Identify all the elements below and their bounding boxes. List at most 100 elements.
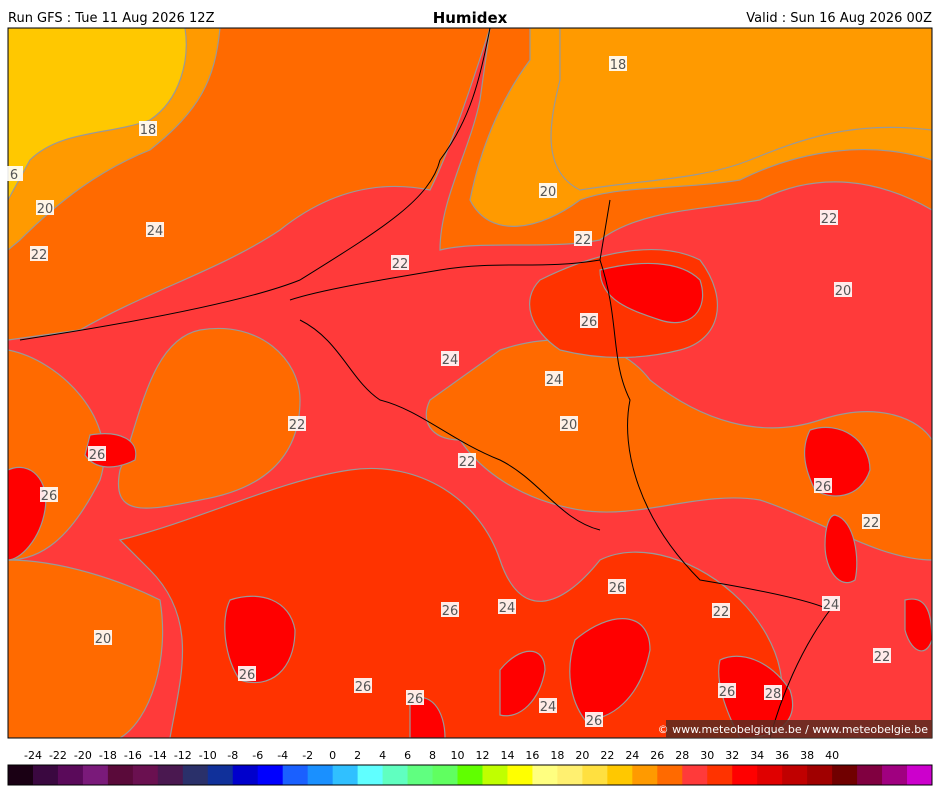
colorbar: -24 -22 -20 -18 -16 -14 -12 -10 -8 -6 -4 -2 0 2 4 6 8 10 1… [7, 749, 933, 786]
colorbar-label: 28 [675, 749, 689, 762]
contour-label: 22 [874, 650, 891, 665]
color-swatch [557, 765, 583, 785]
colorbar-label: 24 [625, 749, 639, 762]
contour-label: 24 [540, 700, 557, 715]
contour-label: 26 [442, 604, 459, 619]
contour-label: 26 [239, 668, 256, 683]
color-swatch [157, 765, 184, 785]
contour-label: 24 [147, 224, 164, 239]
contour-label: 22 [821, 212, 838, 227]
contour-labels: 18 18 6 20 24 22 20 22 22 22 20 26 24 24 22 20 26 22 26 26 2… [5, 56, 891, 729]
color-swatch [457, 765, 483, 785]
map-frame [7, 27, 933, 739]
valid-info: Valid : Sun 16 Aug 2026 00Z [746, 11, 932, 26]
colorbar-label: 26 [650, 749, 664, 762]
color-swatch [332, 765, 359, 785]
run-info: Run GFS : Tue 11 Aug 2026 12Z [8, 11, 215, 26]
contour-label-bg [822, 596, 840, 611]
colorbar-label: -22 [49, 749, 67, 762]
contour-label: 22 [392, 257, 409, 272]
colorbar-label: 20 [575, 749, 589, 762]
contour-label: 26 [41, 489, 58, 504]
contour-label-bg [238, 666, 256, 681]
colorbar-label: -8 [227, 749, 238, 762]
colorbar-label: -14 [149, 749, 167, 762]
contour-label-bg [498, 599, 516, 614]
contour-label: 22 [459, 455, 476, 470]
contour-label-bg [820, 210, 838, 225]
colorbar-label: -16 [124, 749, 142, 762]
contour-label: 24 [499, 601, 516, 616]
contour-label: 26 [815, 480, 832, 495]
contour-label: 24 [442, 353, 459, 368]
colorbar-label: -12 [174, 749, 192, 762]
color-swatch [82, 765, 109, 785]
color-swatch [182, 765, 209, 785]
color-swatch [107, 765, 134, 785]
color-swatch [232, 765, 259, 785]
contour-label: 26 [407, 692, 424, 707]
color-swatch [732, 765, 758, 785]
color-swatch [657, 765, 683, 785]
color-swatch [32, 765, 59, 785]
color-swatch [607, 765, 633, 785]
color-swatch [507, 765, 533, 785]
color-swatch [632, 765, 658, 785]
color-swatch [857, 765, 883, 785]
contour-label: 28 [765, 687, 782, 702]
colorbar-label: 0 [329, 749, 336, 762]
contour-label: 26 [581, 315, 598, 330]
contour-label: 22 [863, 516, 880, 531]
contour-label-bg [88, 446, 106, 461]
contour-label-bg [94, 630, 112, 645]
contour-label: 20 [835, 284, 852, 299]
contour-label: 26 [89, 448, 106, 463]
contour-label-bg [580, 313, 598, 328]
color-swatch [757, 765, 783, 785]
contour-label: 18 [140, 123, 157, 138]
colorbar-label: -6 [252, 749, 263, 762]
color-swatch [282, 765, 309, 785]
contour-label: 24 [546, 373, 563, 388]
color-swatch [307, 765, 334, 785]
contour-label-bg [764, 685, 782, 700]
contour-label-bg [608, 579, 626, 594]
contour-label-bg [873, 648, 891, 663]
contour-label: 18 [610, 58, 627, 73]
credit-box [666, 720, 932, 738]
colorbar-label: -2 [302, 749, 313, 762]
color-swatch [882, 765, 908, 785]
colorbar-frame [7, 764, 933, 786]
contour-label: 6 [10, 168, 18, 183]
contour-label-bg [574, 231, 592, 246]
contour-label-bg [354, 678, 372, 693]
contour-label: 20 [95, 632, 112, 647]
color-swatch [407, 765, 434, 785]
color-swatch [57, 765, 84, 785]
contour-label: 20 [561, 418, 578, 433]
color-swatch [482, 765, 508, 785]
color-swatch [357, 765, 384, 785]
colorbar-label: 40 [825, 749, 839, 762]
contour-label-bg [539, 698, 557, 713]
color-swatch [582, 765, 608, 785]
credit: © www.meteobelgique.be / www.meteobelgie… [658, 723, 929, 736]
contour-label: 22 [31, 248, 48, 263]
colorbar-label: -24 [24, 749, 42, 762]
contour-label: 20 [540, 185, 557, 200]
contour-label: 22 [575, 233, 592, 248]
colorbar-label: 12 [475, 749, 489, 762]
color-swatch [382, 765, 409, 785]
contour-label: 26 [355, 680, 372, 695]
colorbar-label: 14 [500, 749, 514, 762]
map-area [8, 28, 932, 738]
colorbar-label: 38 [800, 749, 814, 762]
color-swatch [207, 765, 234, 785]
color-swatch [532, 765, 558, 785]
color-swatch [682, 765, 708, 785]
color-swatch [782, 765, 808, 785]
contour-label-bg [441, 602, 459, 617]
colorbar-label: 8 [429, 749, 436, 762]
contour-label-bg [834, 282, 852, 297]
